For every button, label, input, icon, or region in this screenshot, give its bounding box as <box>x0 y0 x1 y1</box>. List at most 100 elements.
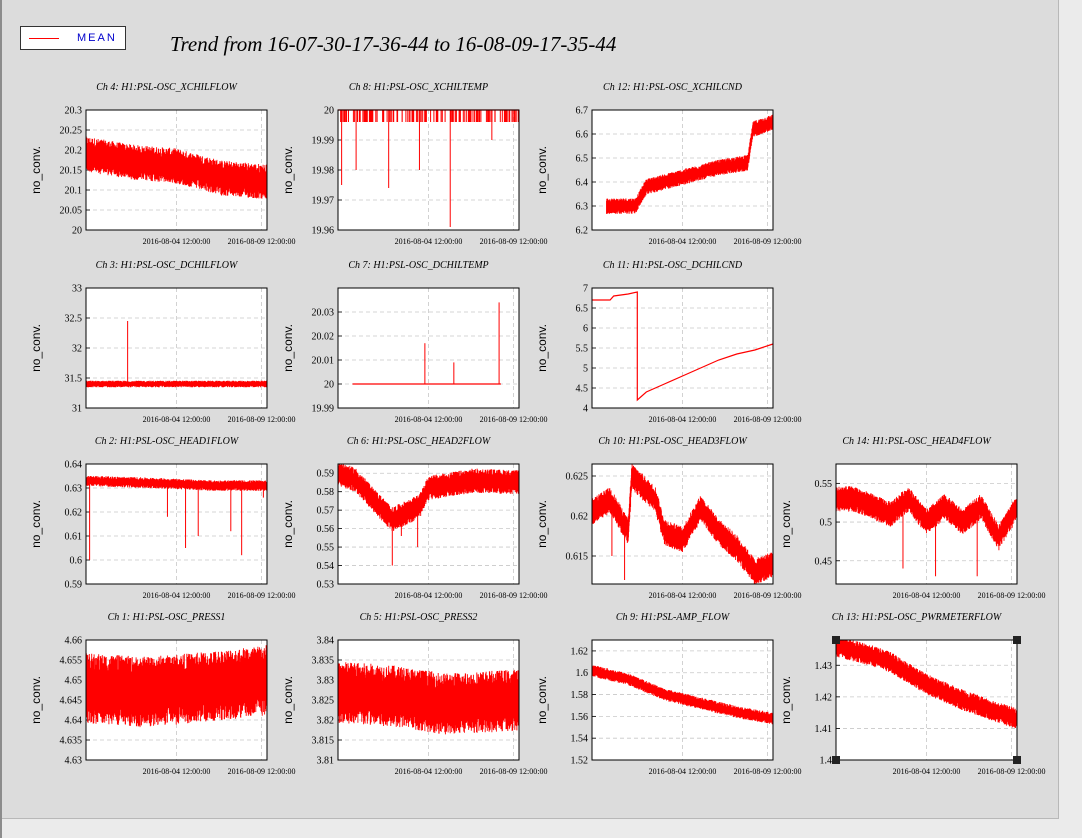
y-axis-label: no_conv. <box>29 500 43 548</box>
x-tick-label: 2016-08-04 12:00:00 <box>143 767 211 776</box>
page-title: Trend from 16-07-30-17-36-44 to 16-08-09… <box>170 32 617 56</box>
y-tick-label: 1.42 <box>815 692 833 703</box>
plot-frame <box>835 639 1018 761</box>
y-axis-label: no_conv. <box>535 676 549 724</box>
y-tick-label: 6 <box>583 324 588 335</box>
series-line <box>592 291 774 402</box>
y-tick-label: 19.96 <box>312 226 335 237</box>
y-tick-label: 0.45 <box>815 556 833 567</box>
x-tick-label: 2016-08-04 12:00:00 <box>893 767 961 776</box>
series-band <box>340 110 519 122</box>
y-axis-label: no_conv. <box>29 146 43 194</box>
y-tick-label: 3.815 <box>312 736 335 747</box>
x-tick-label: 2016-08-04 12:00:00 <box>893 591 961 600</box>
chart-panel-11: Ch 1: H1:PSL-OSC_PRESS1 4.63 4.635 4.64 4.64… <box>29 612 295 776</box>
chart-panel-10: Ch 14: H1:PSL-OSC_HEAD4FLOW 0.45 0.5 0.55 20… <box>779 436 1045 600</box>
y-tick-label: 4.65 <box>65 676 83 687</box>
chart-title: Ch 12: H1:PSL-OSC_XCHILCND <box>603 82 743 93</box>
y-tick-label: 4.635 <box>60 736 83 747</box>
series-line <box>836 497 1018 539</box>
chart-title: Ch 2: H1:PSL-OSC_HEAD1FLOW <box>95 436 240 447</box>
y-tick-label: 0.59 <box>317 469 335 480</box>
plot-frame <box>337 639 520 761</box>
chart-title: Ch 10: H1:PSL-OSC_HEAD3FLOW <box>598 436 748 447</box>
series-line <box>591 669 774 720</box>
x-tick-label: 2016-08-04 12:00:00 <box>395 591 463 600</box>
plot-frame <box>591 639 774 761</box>
x-tick-label: 2016-08-04 12:00:00 <box>649 415 717 424</box>
y-tick-label: 19.97 <box>312 196 335 207</box>
plot-frame <box>85 287 268 409</box>
y-tick-label: 6.7 <box>576 106 589 117</box>
chart-panel-2: Ch 8: H1:PSL-OSC_XCHILTEMP 19.96 19.97 19.9… <box>281 82 547 246</box>
chart-title: Ch 9: H1:PSL-AMP_FLOW <box>616 612 731 623</box>
y-tick-label: 1.4 <box>820 756 833 767</box>
selection-handle <box>1013 636 1021 644</box>
plot-frame <box>591 463 774 585</box>
chart-title: Ch 4: H1:PSL-OSC_XCHILFLOW <box>96 82 238 93</box>
x-tick-label: 2016-08-04 12:00:00 <box>395 767 463 776</box>
x-tick-label: 2016-08-09 12:00:00 <box>978 767 1046 776</box>
chart-title: Ch 7: H1:PSL-OSC_DCHILTEMP <box>348 260 488 271</box>
y-tick-label: 3.81 <box>317 756 335 767</box>
y-axis-label: no_conv. <box>535 500 549 548</box>
y-axis-label: no_conv. <box>281 324 295 372</box>
y-axis-label: no_conv. <box>535 146 549 194</box>
y-tick-label: 6.4 <box>576 178 589 189</box>
y-tick-label: 20.03 <box>312 308 335 319</box>
y-tick-label: 20 <box>72 226 82 237</box>
plot-frame <box>85 463 268 585</box>
x-tick-label: 2016-08-09 12:00:00 <box>228 591 296 600</box>
y-tick-label: 6.5 <box>576 304 589 315</box>
legend-label: MEAN <box>77 32 117 44</box>
y-tick-label: 0.55 <box>815 479 833 490</box>
y-tick-label: 3.83 <box>317 676 335 687</box>
y-tick-label: 4 <box>583 404 588 415</box>
y-tick-label: 0.53 <box>317 580 335 591</box>
series-line <box>591 474 774 573</box>
y-tick-label: 0.615 <box>566 552 589 563</box>
y-tick-label: 4.5 <box>576 384 589 395</box>
y-tick-label: 20.15 <box>60 166 83 177</box>
x-tick-label: 2016-08-04 12:00:00 <box>649 767 717 776</box>
legend-box: MEAN <box>20 26 126 50</box>
y-tick-label: 20.3 <box>65 106 83 117</box>
y-tick-label: 6.2 <box>576 226 589 237</box>
plot-frame <box>591 109 774 231</box>
x-tick-label: 2016-08-04 12:00:00 <box>143 237 211 246</box>
plot-frame <box>835 463 1018 585</box>
plot-frame <box>85 109 268 231</box>
window-edge <box>0 0 2 838</box>
x-tick-label: 2016-08-04 12:00:00 <box>143 415 211 424</box>
y-tick-label: 20.2 <box>65 146 83 157</box>
x-tick-label: 2016-08-09 12:00:00 <box>978 591 1046 600</box>
y-tick-label: 3.84 <box>317 636 335 647</box>
selection-handle <box>832 636 840 644</box>
chart-panel-8: Ch 6: H1:PSL-OSC_HEAD2FLOW 0.53 0.54 0.55 0.… <box>281 436 547 600</box>
y-tick-label: 1.52 <box>571 756 589 767</box>
chart-panel-12: Ch 5: H1:PSL-OSC_PRESS2 3.81 3.815 3.82 3.82… <box>281 612 547 776</box>
y-tick-label: 20.25 <box>60 126 83 137</box>
chart-title: Ch 6: H1:PSL-OSC_HEAD2FLOW <box>347 436 492 447</box>
x-tick-label: 2016-08-04 12:00:00 <box>395 237 463 246</box>
y-tick-label: 0.54 <box>317 561 335 572</box>
y-tick-label: 31.5 <box>65 374 83 385</box>
x-tick-label: 2016-08-09 12:00:00 <box>734 237 802 246</box>
y-tick-label: 20.02 <box>312 332 335 343</box>
y-tick-label: 20 <box>324 106 334 117</box>
x-tick-label: 2016-08-09 12:00:00 <box>480 767 548 776</box>
series-line <box>85 679 268 693</box>
plot-frame <box>337 463 520 585</box>
y-tick-label: 19.98 <box>312 166 335 177</box>
x-tick-label: 2016-08-04 12:00:00 <box>649 591 717 600</box>
x-tick-label: 2016-08-09 12:00:00 <box>228 237 296 246</box>
chart-panel-7: Ch 2: H1:PSL-OSC_HEAD1FLOW 0.59 0.6 0.61 0.6… <box>29 436 295 600</box>
selection-handle <box>1013 756 1021 764</box>
y-tick-label: 1.62 <box>571 646 589 657</box>
chart-panel-9: Ch 10: H1:PSL-OSC_HEAD3FLOW 0.615 0.62 0.62… <box>535 436 801 600</box>
plot-frame <box>591 287 774 409</box>
y-tick-label: 0.59 <box>65 580 83 591</box>
chart-title: Ch 3: H1:PSL-OSC_DCHILFLOW <box>96 260 239 271</box>
chart-panel-4: Ch 3: H1:PSL-OSC_DCHILFLOW 31 31.5 32 32.5 33… <box>29 260 295 424</box>
x-tick-label: 2016-08-09 12:00:00 <box>480 591 548 600</box>
